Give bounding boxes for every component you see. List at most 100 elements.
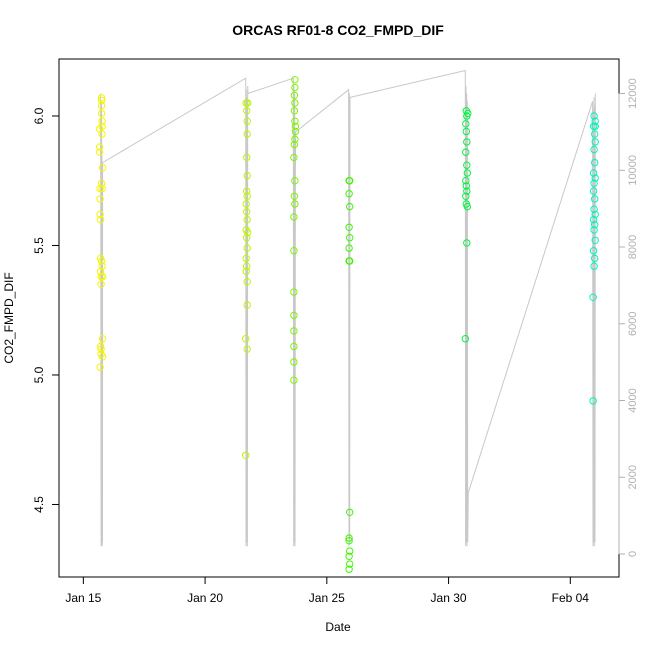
data-point-s0-8 <box>96 267 105 276</box>
y-tick-label: 4.5 <box>32 496 46 513</box>
data-point-s3-2 <box>345 190 353 198</box>
x-axis: Jan 15 Jan 20 Jan 25 Jan 30 Feb 04 <box>65 576 590 605</box>
data-point-s0-29 <box>97 94 106 102</box>
data-point-s1-19 <box>242 335 250 343</box>
right-y-tick-label: 10000 <box>627 155 639 186</box>
right-axis-series-line <box>100 69 596 547</box>
data-point-s1-8 <box>242 200 250 208</box>
data-point-s1-3 <box>243 130 251 138</box>
data-point-s0-24 <box>97 257 106 265</box>
data-point-s1-4 <box>243 153 251 162</box>
data-point-s5-10 <box>589 187 598 195</box>
data-point-s0-5 <box>96 210 104 219</box>
data-point-s4-6 <box>463 161 471 169</box>
data-point-s1-10 <box>243 215 251 224</box>
data-point-s2-18 <box>290 342 298 351</box>
data-point-s0-17 <box>97 109 106 118</box>
x-axis-label: Date <box>325 620 351 634</box>
data-point-s0-20 <box>98 130 106 138</box>
data-point-s4-9 <box>462 182 470 190</box>
y-tick-label: 5.5 <box>32 237 46 254</box>
data-point-s2-7 <box>291 135 299 144</box>
data-point-s0-15 <box>97 96 106 105</box>
data-point-s5-19 <box>591 254 599 263</box>
data-point-s2-10 <box>291 177 299 185</box>
data-point-s1-15 <box>243 262 251 270</box>
data-point-s5-22 <box>589 397 597 405</box>
data-point-s2-4 <box>290 107 299 115</box>
data-point-s0-12 <box>96 342 105 351</box>
data-point-s5-12 <box>590 205 598 213</box>
data-point-s0-2 <box>95 148 104 156</box>
data-point-s0-16 <box>97 101 106 110</box>
data-point-s0-1 <box>95 143 104 151</box>
data-point-s0-28 <box>98 353 107 361</box>
data-point-s0-27 <box>98 335 107 343</box>
right-y-tick-label: 6000 <box>627 312 639 336</box>
data-point-s0-10 <box>97 280 105 288</box>
data-point-s1-17 <box>243 278 251 286</box>
data-point-s1-18 <box>243 301 251 309</box>
data-point-s2-0 <box>291 76 299 84</box>
y-tick-label: 5.0 <box>32 366 46 383</box>
data-point-s2-13 <box>290 213 298 221</box>
data-point-s2-1 <box>291 83 299 92</box>
data-point-s0-21 <box>97 179 106 188</box>
y-axis-label: CO2_FMPD_DIF <box>2 272 16 363</box>
x-tick-label: Jan 25 <box>309 591 345 605</box>
data-point-s3-11 <box>345 537 353 545</box>
points-group <box>95 76 599 573</box>
data-point-s1-21 <box>242 451 250 459</box>
data-point-s2-12 <box>291 200 299 208</box>
data-point-s1-9 <box>243 208 251 216</box>
data-point-s4-7 <box>463 169 471 177</box>
right-y-tick-label: 2000 <box>627 465 639 489</box>
data-point-s5-1 <box>591 117 599 125</box>
right-axis-line-group <box>100 69 596 547</box>
right-y-tick-label: 12000 <box>627 78 639 109</box>
data-point-s1-16 <box>242 267 250 276</box>
data-point-s3-9 <box>346 508 354 516</box>
data-point-s4-11 <box>462 192 470 201</box>
right-y-tick-label: 0 <box>627 551 639 557</box>
data-point-s1-7 <box>243 192 251 201</box>
data-point-s5-21 <box>589 293 597 301</box>
data-point-s0-26 <box>98 272 107 281</box>
data-point-s2-6 <box>291 127 300 136</box>
data-point-s4-4 <box>463 138 471 146</box>
data-point-s0-18 <box>98 117 106 125</box>
data-point-s5-5 <box>590 145 598 154</box>
x-tick-label: Jan 20 <box>187 591 223 605</box>
data-point-s4-15 <box>461 335 469 343</box>
data-point-s0-3 <box>96 184 104 193</box>
data-point-s2-11 <box>290 192 299 201</box>
data-point-s5-7 <box>589 169 598 177</box>
data-point-s3-8 <box>346 257 354 265</box>
data-point-s1-22 <box>244 99 252 107</box>
y-tick-label: 6.0 <box>32 107 46 124</box>
data-point-s0-25 <box>98 262 106 270</box>
plot-frame <box>58 58 620 578</box>
data-point-s5-23 <box>591 122 599 131</box>
data-point-s4-13 <box>463 202 471 211</box>
data-point-s4-5 <box>462 148 470 156</box>
data-point-s4-2 <box>462 120 470 128</box>
data-point-s5-9 <box>590 179 598 188</box>
data-point-s0-14 <box>96 363 104 371</box>
x-tick-label: Feb 04 <box>552 591 590 605</box>
data-point-s2-15 <box>290 288 298 296</box>
data-point-s5-18 <box>589 247 598 255</box>
data-point-s0-19 <box>98 122 106 131</box>
data-point-s4-16 <box>464 109 472 118</box>
data-point-s0-11 <box>97 345 105 353</box>
data-point-s2-8 <box>290 140 299 149</box>
data-point-s2-16 <box>290 311 298 320</box>
x-tick-label: Jan 30 <box>431 591 467 605</box>
data-point-s3-1 <box>346 177 354 185</box>
data-point-s2-17 <box>290 327 298 335</box>
data-point-s5-3 <box>591 130 599 138</box>
data-point-s5-13 <box>591 210 599 219</box>
data-point-s1-6 <box>243 187 251 195</box>
data-point-s3-15 <box>345 565 353 573</box>
data-point-s2-2 <box>290 91 299 100</box>
